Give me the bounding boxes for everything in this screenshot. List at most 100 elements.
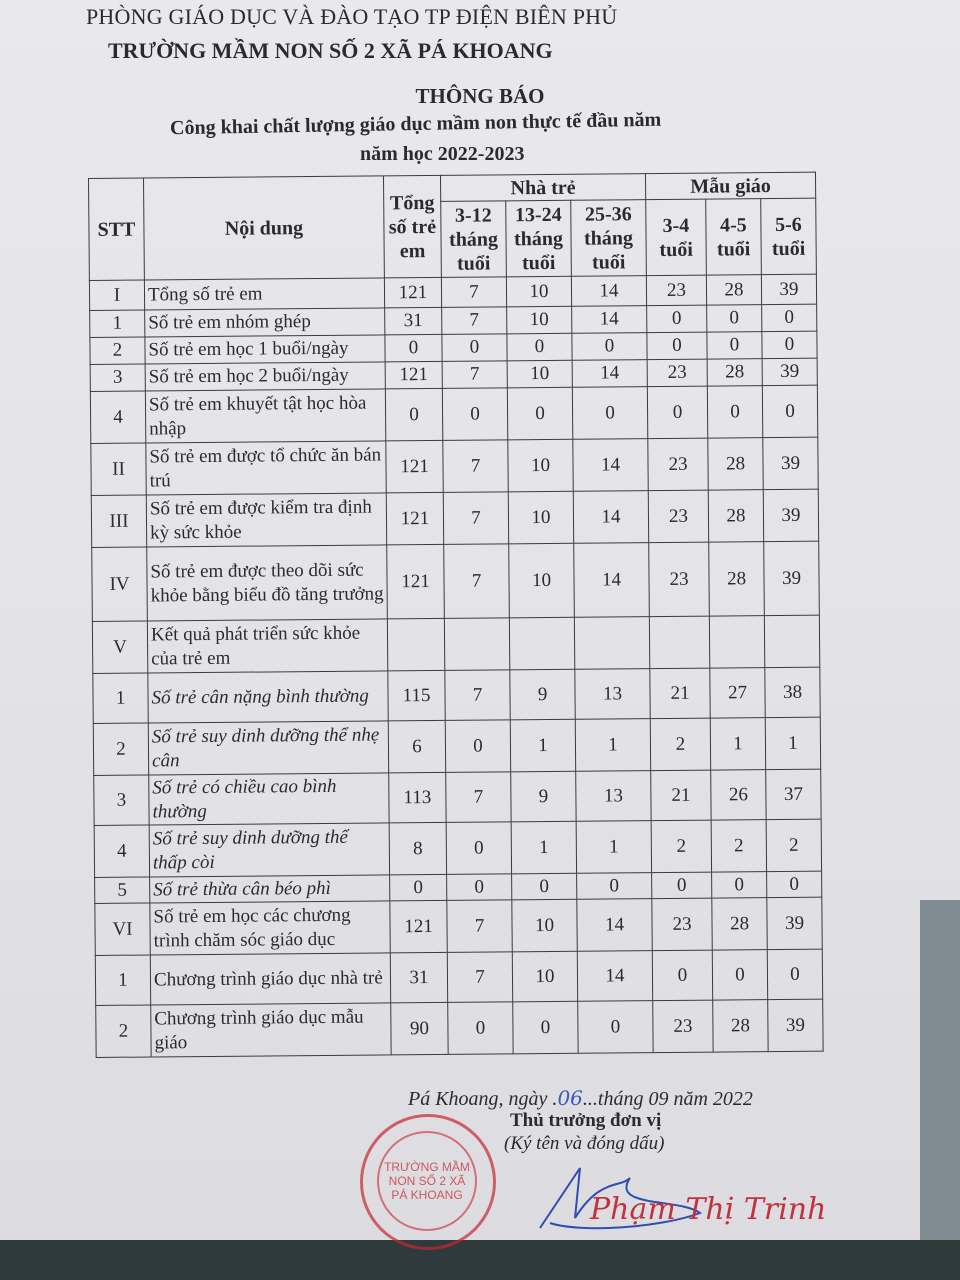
row-value: 0 (447, 1001, 514, 1055)
row-value: 121 (386, 544, 445, 619)
row-stt: 1 (89, 310, 145, 338)
row-stt: 4 (94, 824, 150, 878)
row-stt: V (92, 620, 148, 674)
row-value: 121 (385, 361, 443, 389)
table-row: VI Số trẻ em học các chương trình chăm só… (94, 897, 823, 956)
row-content: Số trẻ em được theo dõi sức khỏe bằng bi… (146, 544, 388, 621)
row-stt: 3 (90, 364, 146, 392)
signature-scribble (539, 1167, 703, 1230)
row-value: 0 (646, 305, 707, 333)
row-value: 1 (576, 820, 652, 874)
row-content: Số trẻ cân nặng bình thường (147, 670, 389, 723)
row-value: 9 (509, 669, 576, 720)
row-stt: 2 (89, 337, 146, 365)
row-stt: II (90, 443, 147, 496)
row-value: 0 (384, 334, 443, 362)
row-value (649, 616, 710, 669)
row-value: 27 (709, 667, 766, 719)
row-value (764, 615, 820, 668)
department-name: PHÒNG GIÁO DỤC VÀ ĐÀO TẠO TP ĐIỆN BIÊN P… (86, 4, 618, 29)
row-value: 0 (762, 385, 818, 438)
row-value: 37 (765, 769, 822, 820)
row-value: 0 (706, 304, 762, 333)
school-year: năm học 2022-2023 (360, 143, 525, 165)
row-value: 14 (576, 898, 653, 952)
row-value: 28 (708, 541, 765, 617)
row-value: 7 (446, 899, 513, 953)
row-value: 10 (506, 306, 572, 334)
table-row: 4 Số trẻ suy dinh dưỡng thể thấp còi 8 0 1 1 2… (94, 819, 822, 878)
row-stt: 1 (95, 954, 151, 1006)
table-row: 2 Chương trình giáo dục mẫu giáo 90 0 0 0 23 28… (95, 999, 824, 1058)
row-value: 0 (707, 385, 763, 439)
row-value: 0 (512, 1001, 579, 1054)
row-value: 14 (577, 950, 653, 1002)
row-content: Số trẻ em học các chương trình chăm sóc … (149, 900, 391, 955)
row-value: 121 (386, 492, 444, 545)
document-subtitle: Công khai chất lượng giáo dục mầm non th… (169, 108, 662, 140)
row-value: 2 (650, 718, 711, 771)
header-age: 3-12 tháng tuổi (440, 200, 507, 278)
official-stamp: TRƯỜNG MẦM NON SỐ 2 XÃ PÁ KHOANG (360, 1114, 496, 1250)
row-value: 0 (385, 388, 443, 441)
row-content: Số trẻ có chiều cao bình thường (148, 772, 390, 825)
row-value: 1 (710, 717, 766, 771)
row-value: 0 (446, 873, 512, 901)
row-value: 0 (647, 386, 708, 439)
header-total: Tổng số trẻ em (383, 175, 442, 278)
row-value: 7 (444, 669, 511, 721)
table-row: II Số trẻ em được tổ chức ăn bán trú 121 7 1… (90, 437, 819, 496)
header-nursery: Nhà trẻ (440, 173, 646, 202)
row-value: 10 (508, 543, 575, 618)
row-value: 39 (762, 437, 819, 490)
row-value: 0 (506, 333, 573, 361)
sign-note: (Ký tên và đóng dấu) (504, 1133, 665, 1154)
row-value: 0 (446, 821, 512, 875)
row-value: 38 (764, 667, 821, 718)
quality-table: STT Nội dung Tổng số trẻ em Nhà trẻ Mẫu … (88, 172, 824, 1058)
row-value: 10 (512, 951, 578, 1002)
row-value: 10 (506, 276, 572, 307)
header-age: 4-5 tuổi (705, 198, 762, 276)
row-stt: VI (94, 902, 151, 956)
row-value: 0 (572, 386, 648, 440)
row-value: 0 (712, 949, 768, 1001)
row-content: Kết quả phát triển sức khỏe của trẻ em (147, 618, 388, 673)
place-date: Pá Khoang, ngày .06...tháng 09 năm 2022 (408, 1086, 753, 1111)
row-value: 0 (706, 331, 763, 360)
table-row: III Số trẻ em được kiểm tra định kỳ sức k… (91, 489, 819, 548)
row-value: 0 (511, 873, 577, 900)
row-content: Số trẻ em được kiểm tra định kỳ sức khỏe (146, 492, 387, 548)
row-value (509, 617, 575, 670)
row-value: 23 (646, 275, 707, 306)
row-value: 39 (763, 489, 819, 542)
row-content: Số trẻ em học 2 buổi/ngày (145, 361, 386, 392)
row-value: 0 (761, 331, 818, 359)
row-value: 13 (575, 770, 652, 822)
row-content: Số trẻ em nhóm ghép (144, 307, 385, 338)
row-value: 0 (577, 1000, 654, 1054)
row-value: 9 (510, 771, 577, 822)
row-value: 7 (442, 439, 509, 493)
row-stt: 5 (94, 876, 150, 904)
row-value: 23 (652, 1000, 714, 1053)
stamp-center: TRƯỜNG MẦM NON SỐ 2 XÃ PÁ KHOANG (377, 1131, 477, 1231)
row-value: 14 (571, 275, 647, 307)
row-value: 10 (507, 360, 573, 388)
row-value (444, 617, 510, 671)
row-value: 0 (445, 719, 511, 773)
row-value: 13 (574, 668, 651, 720)
row-value: 0 (507, 387, 573, 440)
row-value: 115 (387, 670, 446, 721)
row-content: Số trẻ em khuyết tật học hòa nhập (145, 388, 386, 444)
row-value: 121 (384, 277, 442, 308)
date-prefix: Pá Khoang, ngày . (408, 1088, 558, 1110)
row-stt: 1 (92, 672, 149, 724)
row-content: Tổng số trẻ em (144, 277, 385, 311)
row-value: 0 (711, 871, 767, 899)
row-value: 1 (510, 719, 576, 772)
header-age: 13-24 tháng tuổi (505, 200, 572, 277)
row-content: Chương trình giáo dục mẫu giáo (150, 1002, 392, 1057)
row-value: 7 (441, 306, 507, 335)
row-value: 2 (711, 819, 767, 873)
